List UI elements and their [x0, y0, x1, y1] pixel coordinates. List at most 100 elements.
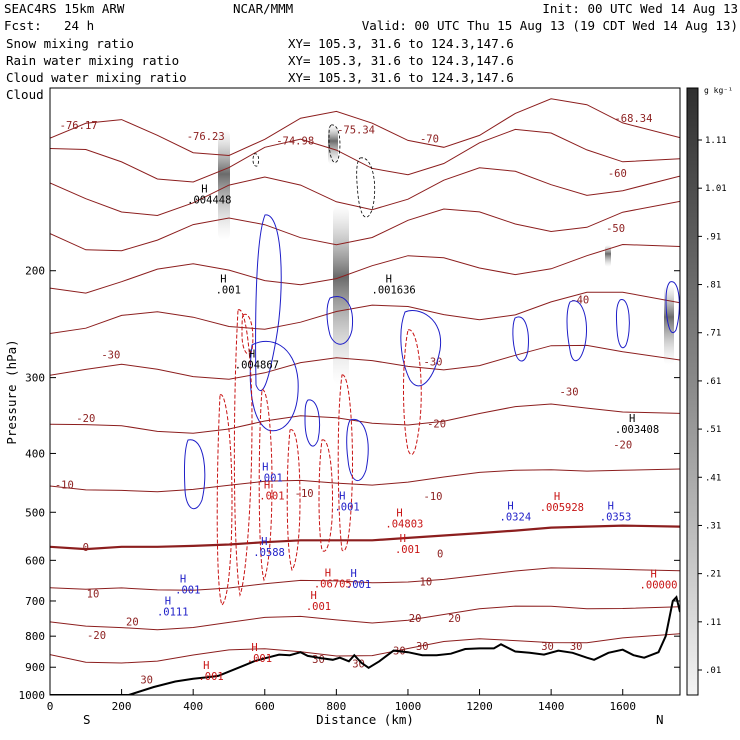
maximum-value-label: .001 [216, 284, 241, 296]
rain-water-contour-5 [318, 439, 333, 552]
isotherm-label: -76.23 [187, 131, 225, 143]
colorbar-tick-label: .61 [705, 377, 721, 387]
isotherm-label: -76.17 [60, 120, 98, 132]
isotherm-label: 20 [409, 613, 422, 625]
maximum-value-label: .004448 [187, 195, 231, 207]
maximum-marker-h: H [203, 660, 209, 672]
y-tick-label: 500 [25, 506, 45, 519]
maximum-marker-h: H [310, 590, 316, 602]
isotherm-line [50, 403, 680, 434]
snow-plume-5 [605, 245, 611, 267]
maximum-value-label: .04803 [385, 519, 423, 531]
x-tick-label: 1600 [609, 700, 636, 713]
isotherm-label: -75.34 [337, 124, 375, 136]
snow-contour-3 [252, 153, 260, 167]
colorbar-tick-label: .41 [705, 473, 721, 483]
fcst-label: Fcst: [4, 18, 42, 33]
cloud-water-contour-3 [326, 296, 354, 345]
model-title: SEAC4RS 15km ARW [4, 1, 125, 16]
y-tick-label: 400 [25, 447, 45, 460]
maximum-value-label: .003408 [615, 424, 659, 436]
cloud-water-contour-6 [566, 300, 588, 362]
maximum-marker-h: H [400, 533, 406, 545]
isotherm-line [50, 291, 680, 334]
isotherm-label: -30 [101, 350, 120, 362]
maximum-marker-h: H [201, 184, 207, 196]
maximum-marker-h: H [351, 568, 357, 580]
fcst-value: 24 h [64, 18, 94, 33]
snow-contour-1 [356, 157, 376, 218]
isotherm-label: 30 [352, 658, 365, 670]
rain-water-contour-4 [286, 429, 301, 572]
isotherm-label: 30 [570, 641, 583, 653]
maximum-marker-h: H [629, 413, 635, 425]
isotherm-label: 20 [448, 613, 461, 625]
maximum-value-label: .0588 [253, 547, 285, 559]
isotherm-label: -74.98 [276, 135, 314, 147]
maximum-marker-h: H [507, 501, 513, 513]
isotherm-label: 30 [140, 675, 153, 687]
rain-water-contour-2 [233, 309, 253, 597]
isotherm-label: 30 [541, 641, 554, 653]
isotherm-label: -40 [570, 294, 589, 306]
x-tick-label: 0 [47, 700, 54, 713]
valid-time: Valid: 00 UTC Thu 15 Aug 13 (19 CDT Wed … [362, 18, 738, 33]
isotherm-label: -50 [606, 223, 625, 235]
colorbar-ramp [686, 87, 699, 696]
snow-ice-shading [218, 125, 674, 385]
cloud-water-contours [183, 214, 680, 510]
colorbar-tick-label: .11 [705, 618, 721, 628]
isotherm-label: -10 [424, 491, 443, 503]
rain-water-contour-8 [241, 313, 254, 355]
plot-frame [49, 87, 681, 696]
isotherm-label: -10 [295, 488, 314, 500]
cloud-water-contour-9 [183, 439, 206, 510]
x-tick-label: 1400 [538, 700, 565, 713]
maximum-marker-h: H [262, 462, 268, 474]
maximum-value-label: .001 [175, 584, 200, 596]
colorbar-tick-label: 1.01 [705, 184, 727, 194]
rain-water-contour-6 [337, 374, 354, 552]
snow-contour-2 [328, 124, 341, 163]
maximum-marker-h: H [180, 573, 186, 585]
cloud-water-contour-10 [346, 418, 369, 482]
snow-plume-4 [664, 285, 674, 365]
cloud-water-contour-8 [665, 281, 680, 333]
rain-water-contour-1 [216, 394, 233, 606]
maximum-marker-h: H [251, 642, 257, 654]
y-tick-label: 300 [25, 372, 45, 385]
maximum-marker-h: H [386, 273, 392, 285]
isotherm-label: -70 [420, 133, 439, 145]
maximum-value-label: .001636 [372, 284, 416, 296]
maximum-value-label: .001 [334, 502, 359, 514]
snow-plume-2 [333, 205, 349, 385]
colorbar-tick-label: .51 [705, 425, 721, 435]
x-tick-label: 600 [255, 700, 275, 713]
colorbar-tick-label: .01 [705, 666, 721, 676]
field-xy-2: XY= 105.3, 31.6 to 124.3,147.6 [288, 70, 514, 85]
maximum-marker-h: H [220, 273, 226, 285]
isotherm-label: 10 [420, 576, 433, 588]
isotherm-label: 0 [83, 542, 89, 554]
cloud-water-contour-7 [615, 299, 630, 349]
rain-water-contour-7 [403, 329, 422, 455]
y-tick-label: 900 [25, 661, 45, 674]
isotherm-label: -60 [608, 168, 627, 180]
isotherm-label: -20 [427, 418, 446, 430]
colorbar-tick-label: .81 [705, 281, 721, 291]
maximum-value-label: .004867 [235, 360, 279, 372]
isotherm-line [50, 243, 680, 294]
isotherm-line [50, 605, 680, 631]
isotherm-label: -68.34 [614, 113, 652, 125]
maximum-marker-h: H [165, 596, 171, 608]
y-tick-label: 600 [25, 554, 45, 567]
cloud-water-contour-2 [249, 340, 299, 432]
x-tick-label: 400 [183, 700, 203, 713]
plot-area [50, 88, 680, 695]
isotherm-label: -30 [560, 386, 579, 398]
maximum-value-label: .005928 [540, 502, 584, 514]
maximum-marker-h: H [339, 491, 345, 503]
snow-contours [252, 124, 376, 218]
zero-isotherm [50, 524, 680, 551]
